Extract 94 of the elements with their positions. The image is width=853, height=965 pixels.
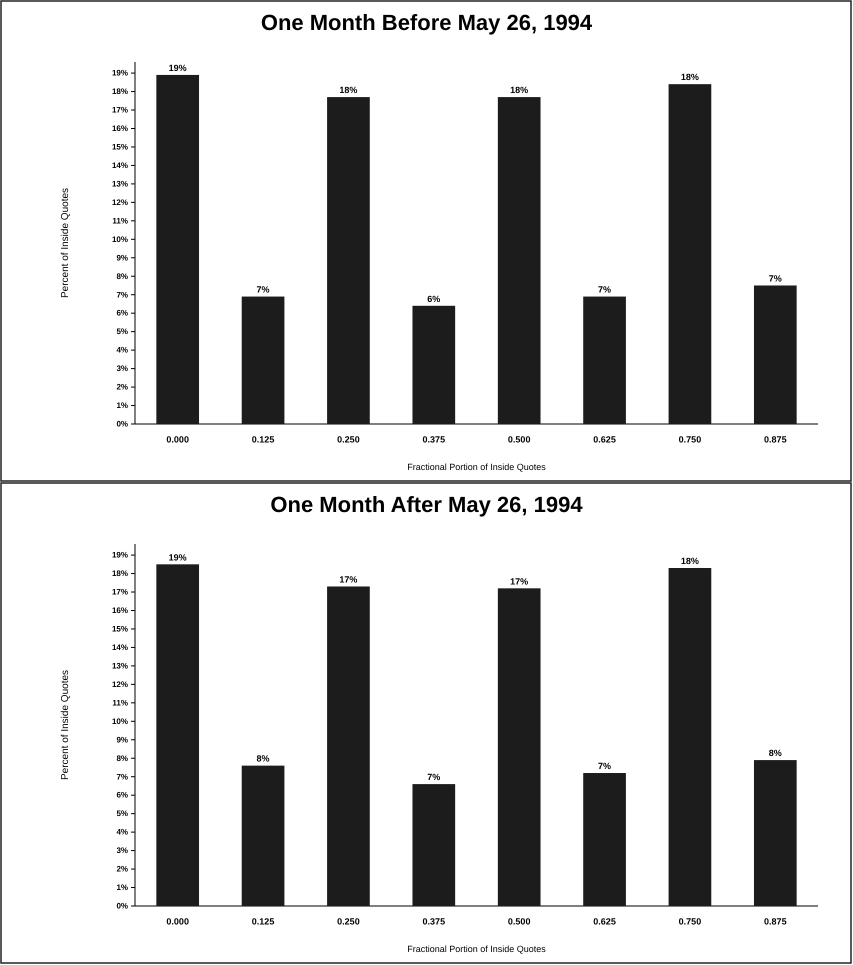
- y-tick-label: 11%: [112, 216, 128, 226]
- x-tick-label: 0.000: [166, 434, 189, 444]
- x-tick-label: 0.625: [593, 434, 616, 444]
- y-tick-label: 7%: [116, 290, 128, 300]
- x-tick-label: 0.000: [166, 916, 189, 926]
- bar: [583, 773, 626, 906]
- y-tick-label: 1%: [116, 401, 128, 410]
- y-tick-label: 14%: [112, 160, 128, 170]
- bar: [412, 784, 456, 906]
- bar: [327, 586, 370, 906]
- x-tick-label: 0.875: [764, 434, 787, 444]
- y-tick-label: 2%: [116, 864, 128, 874]
- x-tick-label: 0.125: [252, 434, 274, 444]
- bar: [498, 588, 541, 906]
- y-tick-label: 13%: [112, 661, 128, 670]
- bar: [242, 766, 284, 906]
- data-label: 8%: [768, 748, 782, 758]
- x-tick-label: 0.750: [678, 916, 702, 926]
- x-tick-label: 0.375: [422, 434, 446, 444]
- y-tick-label: 0%: [116, 902, 128, 911]
- y-tick-label: 12%: [112, 198, 128, 207]
- data-label: 7%: [598, 284, 612, 295]
- bar: [668, 568, 712, 906]
- bar: [327, 97, 370, 424]
- y-tick-label: 1%: [116, 883, 128, 892]
- y-tick-label: 16%: [112, 124, 128, 134]
- y-tick-label: 4%: [116, 346, 128, 355]
- y-tick-label: 3%: [116, 364, 128, 374]
- data-label: 19%: [168, 62, 187, 73]
- y-tick-label: 5%: [116, 327, 128, 336]
- x-tick-label: 0.250: [337, 916, 360, 926]
- bar: [754, 285, 797, 424]
- y-tick-label: 17%: [112, 106, 128, 115]
- x-tick-label: 0.250: [337, 434, 360, 444]
- bar: [412, 306, 456, 424]
- y-tick-label: 15%: [112, 624, 128, 634]
- y-tick-label: 9%: [116, 735, 128, 744]
- bar: [668, 84, 712, 424]
- data-label: 18%: [339, 85, 358, 96]
- y-tick-label: 3%: [116, 846, 128, 856]
- x-tick-label: 0.625: [593, 916, 616, 926]
- bar: [156, 564, 200, 906]
- y-tick-label: 18%: [112, 87, 128, 96]
- y-tick-label: 2%: [116, 382, 128, 392]
- data-label: 18%: [680, 72, 699, 82]
- x-tick-label: 0.875: [764, 916, 787, 926]
- y-tick-label: 9%: [116, 253, 128, 262]
- bar: [156, 74, 200, 424]
- y-tick-label: 15%: [112, 142, 128, 152]
- y-tick-label: 14%: [112, 642, 128, 652]
- bar: [583, 296, 626, 424]
- bar: [498, 97, 541, 424]
- x-axis-title: Fractional Portion of Inside Quotes: [407, 462, 546, 472]
- y-tick-label: 5%: [116, 809, 128, 818]
- y-tick-label: 10%: [112, 716, 128, 726]
- data-label: 17%: [510, 576, 528, 586]
- x-axis-title: Fractional Portion of Inside Quotes: [407, 944, 546, 954]
- bar: [242, 296, 284, 424]
- x-tick-label: 0.375: [422, 916, 446, 926]
- y-tick-label: 19%: [112, 68, 128, 78]
- chart-title: One Month After May 26, 1994: [270, 492, 584, 517]
- data-label: 18%: [680, 556, 699, 566]
- x-tick-label: 0.500: [508, 434, 530, 444]
- y-tick-label: 10%: [112, 234, 128, 244]
- data-label: 6%: [427, 294, 440, 304]
- x-tick-label: 0.500: [508, 916, 530, 926]
- y-tick-label: 16%: [112, 606, 128, 616]
- data-label: 7%: [256, 284, 270, 295]
- data-label: 7%: [598, 761, 612, 772]
- y-tick-label: 0%: [116, 420, 128, 429]
- y-tick-label: 8%: [116, 272, 128, 281]
- x-tick-label: 0.750: [678, 434, 702, 444]
- y-tick-label: 12%: [112, 680, 128, 689]
- bar: [754, 760, 797, 906]
- y-axis-title: Percent of Inside Quotes: [60, 188, 71, 298]
- y-tick-label: 13%: [112, 179, 128, 188]
- data-label: 7%: [768, 273, 782, 284]
- data-label: 17%: [339, 574, 358, 584]
- y-tick-label: 19%: [112, 550, 128, 560]
- y-tick-label: 17%: [112, 588, 128, 597]
- data-label: 18%: [510, 85, 528, 96]
- y-tick-label: 7%: [116, 772, 128, 782]
- y-axis-title: Percent of Inside Quotes: [60, 670, 71, 780]
- y-tick-label: 8%: [116, 754, 128, 763]
- data-label: 8%: [256, 754, 270, 764]
- data-label: 7%: [427, 772, 440, 782]
- y-tick-label: 6%: [116, 308, 128, 318]
- y-tick-label: 11%: [112, 698, 128, 708]
- y-tick-label: 4%: [116, 828, 128, 837]
- y-tick-label: 6%: [116, 790, 128, 800]
- data-label: 19%: [168, 552, 187, 562]
- x-tick-label: 0.125: [252, 916, 274, 926]
- y-tick-label: 18%: [112, 569, 128, 578]
- chart-title: One Month Before May 26, 1994: [260, 10, 593, 35]
